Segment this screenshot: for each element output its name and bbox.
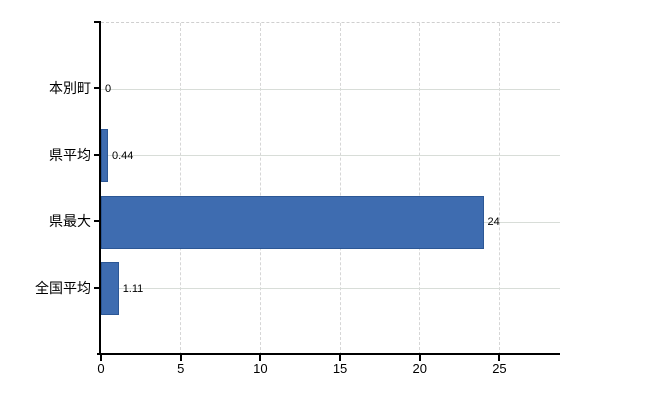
bar [101,195,484,249]
bar [101,262,119,316]
x-tick-label: 10 [253,361,268,376]
x-tick-label: 0 [97,361,105,376]
y-axis-tick [94,87,100,90]
vertical-gridline [339,23,341,355]
horizontal-gridline [101,88,560,90]
horizontal-gridline [101,155,560,157]
plot-area: 0 0.44 24 1.11 [101,22,560,355]
vertical-gridline [498,23,500,355]
category-label: 全国平均 [35,279,91,296]
value-label: 0 [105,83,112,96]
x-tick-label: 5 [177,361,185,376]
y-axis-tick [94,153,100,156]
value-label: 24 [487,216,500,229]
x-axis-tick [339,355,342,361]
category-label: 本別町 [49,80,91,97]
x-tick-label: 25 [492,361,507,376]
y-axis-tick [94,286,100,289]
vertical-gridline [259,23,261,355]
category-label: 県平均 [49,146,91,163]
category-label: 県最大 [49,213,91,230]
y-axis-line [99,21,101,355]
x-axis-tick [259,355,262,361]
x-axis-tick [418,355,421,361]
bar [101,129,108,183]
x-axis-tick [100,355,102,361]
y-axis-tick [94,220,100,223]
x-tick-label: 15 [332,361,348,376]
x-tick-label: 20 [412,361,427,376]
vertical-gridline [419,23,421,355]
value-label: 0.44 [112,149,134,162]
horizontal-gridline [101,288,560,290]
vertical-gridline [180,23,182,355]
value-label: 1.11 [122,282,144,295]
x-axis-tick [179,355,182,361]
x-axis-tick [498,355,501,361]
y-axis-top-tick [94,21,100,23]
x-axis-line [97,353,560,355]
